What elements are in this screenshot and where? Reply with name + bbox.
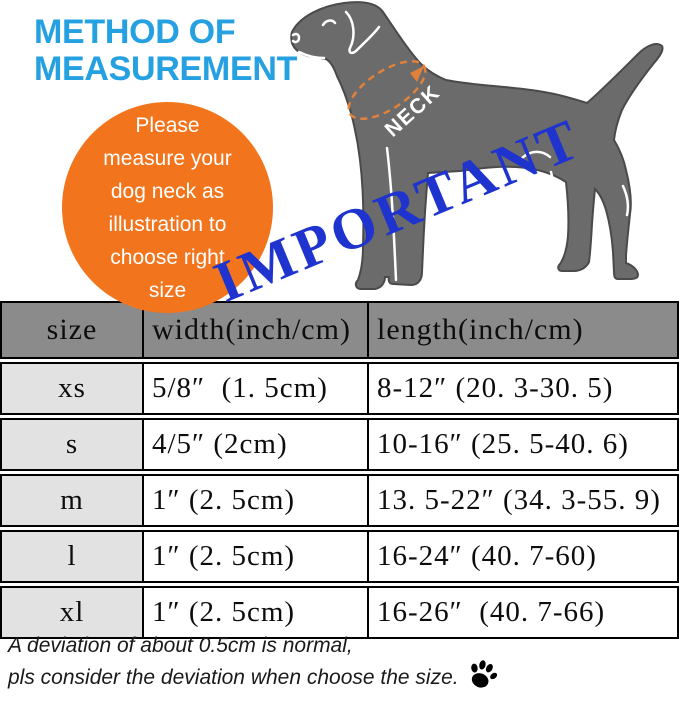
front-leg-divider-line: [385, 146, 398, 282]
size-table: size width(inch/cm) length(inch/cm) xs 5…: [0, 298, 679, 642]
page-title-line2: MEASUREMENT: [34, 50, 298, 88]
dog-mouth-line: [297, 50, 326, 60]
size-value: xs: [0, 362, 142, 415]
size-value: m: [0, 474, 142, 527]
width-value: 1″ (2. 5cm): [142, 530, 367, 583]
paw-icon: [460, 657, 500, 701]
hind-leg-divider-line: [549, 170, 559, 236]
thigh-highlight-line: [520, 150, 552, 160]
size-value: xl: [0, 586, 142, 639]
size-value: s: [0, 418, 142, 471]
page-title: METHOD OF MEASUREMENT: [34, 14, 297, 88]
dog-eye-line: [321, 19, 337, 27]
column-header-length: length(inch/cm): [367, 301, 679, 359]
footnote-line1: A deviation of about 0.5cm is normal,: [8, 634, 353, 657]
hock-highlight-line: [621, 184, 630, 217]
instruction-line: measure your: [103, 146, 232, 170]
table-row: xs 5/8″ (1. 5cm) 8-12″ (20. 3-30. 5): [0, 362, 679, 415]
width-value: 1″ (2. 5cm): [142, 474, 367, 527]
width-value: 5/8″ (1. 5cm): [142, 362, 367, 415]
instruction-circle: Please measure your dog neck as illustra…: [62, 102, 273, 313]
length-value: 8-12″ (20. 3-30. 5): [367, 362, 679, 415]
table-header-row: size width(inch/cm) length(inch/cm): [0, 301, 679, 359]
neck-measure-ellipse: [347, 59, 427, 121]
column-header-size: size: [0, 301, 142, 359]
width-value: 4/5″ (2cm): [142, 418, 367, 471]
dog-measurement-diagram: NECK: [280, 0, 679, 310]
dog-detail-lines: [291, 10, 630, 282]
instruction-line: size: [148, 278, 187, 302]
instruction-line: dog neck as: [110, 179, 225, 203]
instruction-line: Please: [135, 113, 200, 137]
dog-silhouette-icon: NECK: [290, 1, 664, 290]
length-value: 13. 5-22″ (34. 3-55. 9): [367, 474, 679, 527]
dog-nose-line: [291, 32, 301, 44]
dog-body-shape: [290, 1, 664, 290]
table-row: m 1″ (2. 5cm) 13. 5-22″ (34. 3-55. 9): [0, 474, 679, 527]
table-row: xl 1″ (2. 5cm) 16-26″ (40. 7-66): [0, 586, 679, 639]
length-value: 16-24″ (40. 7-60): [367, 530, 679, 583]
footnote-line2-wrap: pls consider the deviation when choose t…: [8, 660, 497, 698]
page-title-line1: METHOD OF: [34, 13, 236, 51]
footnote-line2: pls consider the deviation when choose t…: [8, 666, 459, 689]
length-value: 10-16″ (25. 5-40. 6): [367, 418, 679, 471]
column-header-width: width(inch/cm): [142, 301, 367, 359]
footnote: A deviation of about 0.5cm is normal, pl…: [8, 631, 497, 698]
measure-arrowhead-icon: [410, 66, 424, 82]
dog-ear-line: [344, 10, 381, 55]
instruction-line: choose right: [110, 245, 225, 269]
table-row: l 1″ (2. 5cm) 16-24″ (40. 7-60): [0, 530, 679, 583]
table-row: s 4/5″ (2cm) 10-16″ (25. 5-40. 6): [0, 418, 679, 471]
size-value: l: [0, 530, 142, 583]
width-value: 1″ (2. 5cm): [142, 586, 367, 639]
instruction-line: illustration to: [108, 212, 227, 236]
length-value: 16-26″ (40. 7-66): [367, 586, 679, 639]
